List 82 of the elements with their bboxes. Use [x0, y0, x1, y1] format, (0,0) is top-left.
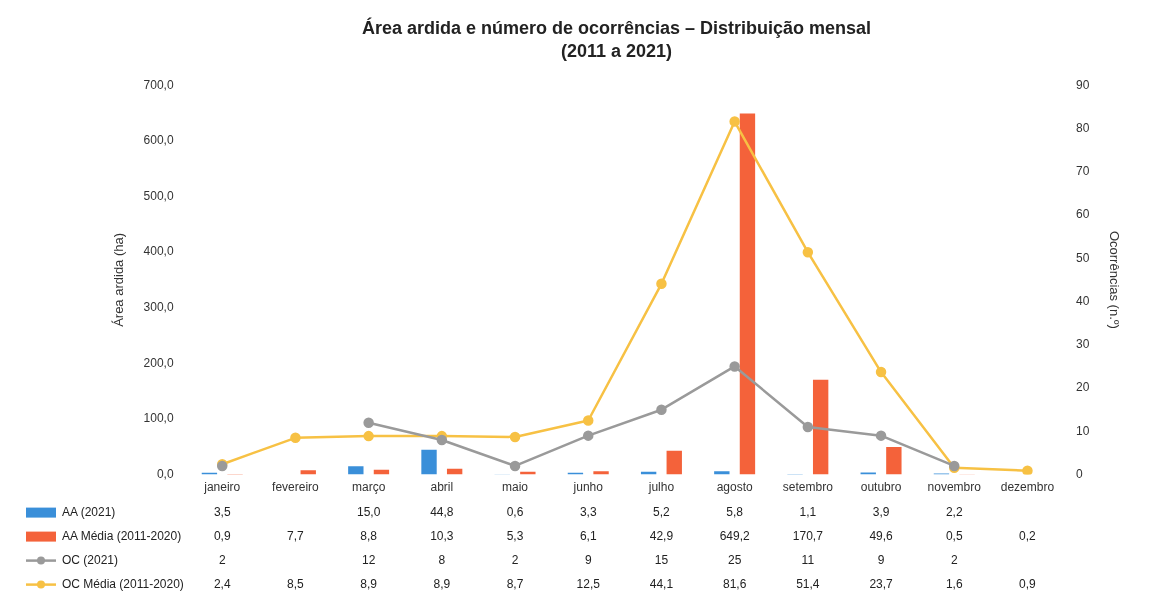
data-label: 44,8 — [430, 504, 454, 519]
data-label: 0,9 — [1019, 576, 1037, 591]
y2-tick-label: 10 — [1076, 423, 1090, 438]
data-label: 81,6 — [722, 576, 747, 591]
data-label: 7,7 — [287, 528, 305, 543]
chart-title: Área ardida e número de ocorrências – Distribuição mensal — [361, 16, 872, 38]
y2-tick-label: 20 — [1076, 380, 1090, 395]
data-label: 8,8 — [360, 528, 378, 543]
y2-tick-label: 40 — [1076, 293, 1090, 308]
y2-axis-title: Ocorrências (n.º) — [1106, 230, 1122, 329]
y2-tick-label: 50 — [1076, 250, 1090, 265]
x-tick-label: janeiro — [203, 480, 241, 495]
x-tick-label: setembro — [782, 480, 834, 495]
data-label: 9 — [584, 552, 592, 567]
y2-tick-label: 90 — [1076, 77, 1090, 92]
data-label: 8,9 — [433, 576, 451, 591]
x-tick-label: novembro — [927, 480, 982, 495]
data-label: 3,3 — [579, 504, 597, 519]
data-label: 12,5 — [576, 576, 601, 591]
y2-tick-label: 0 — [1076, 466, 1084, 481]
data-label: 649,2 — [719, 528, 750, 543]
x-tick-label: março — [351, 480, 386, 495]
data-label: 2 — [511, 552, 519, 567]
x-tick-label: agosto — [716, 480, 753, 495]
data-label: 3,5 — [213, 504, 231, 519]
data-label: 9 — [877, 552, 885, 567]
y-tick-label: 300,0 — [143, 300, 174, 315]
data-label: 8 — [438, 552, 446, 567]
data-label: 42,9 — [649, 528, 674, 543]
data-label: 0,6 — [506, 504, 524, 519]
data-label: 1,6 — [945, 576, 963, 591]
data-label: 2 — [218, 552, 226, 567]
data-label: 23,7 — [869, 576, 894, 591]
y-axis-title: Área ardida (ha) — [111, 232, 127, 327]
x-tick-label: fevereiro — [272, 480, 320, 495]
chart-subtitle: (2011 a 2021) — [560, 41, 673, 62]
y-tick-label: 400,0 — [143, 244, 174, 259]
y-tick-label: 500,0 — [143, 188, 174, 203]
data-label: 8,5 — [287, 576, 305, 591]
legend-label: AA (2021) — [62, 504, 116, 519]
x-tick-label: julho — [647, 480, 675, 495]
legend-label: OC (2021) — [62, 552, 119, 567]
data-label: 0,2 — [1019, 528, 1037, 543]
data-label: 15 — [654, 552, 669, 567]
data-label: 170,7 — [792, 528, 824, 543]
legend-label: AA Média (2011-2020) — [62, 528, 182, 543]
x-tick-label: abril — [430, 480, 454, 495]
data-label: 5,3 — [506, 528, 524, 543]
y-tick-label: 700,0 — [143, 77, 174, 92]
data-label: 44,1 — [649, 576, 674, 591]
data-label: 3,9 — [872, 504, 890, 519]
y-tick-label: 200,0 — [143, 355, 174, 370]
data-label: 25 — [727, 552, 742, 567]
data-label: 5,2 — [653, 504, 671, 519]
x-tick-label: outubro — [860, 480, 902, 495]
y2-tick-label: 30 — [1076, 337, 1090, 352]
data-label: 6,1 — [579, 528, 597, 543]
data-label: 11 — [801, 552, 815, 567]
data-label: 8,9 — [360, 576, 378, 591]
y-tick-label: 600,0 — [143, 133, 174, 148]
data-label: 12 — [361, 552, 376, 567]
data-label: 10,3 — [430, 528, 454, 543]
x-tick-label: dezembro — [1000, 480, 1055, 495]
y2-tick-label: 80 — [1076, 120, 1090, 135]
y-tick-label: 100,0 — [143, 411, 174, 426]
data-label: 51,4 — [796, 576, 820, 591]
y-tick-label: 0,0 — [156, 466, 174, 481]
data-label: 5,8 — [726, 504, 744, 519]
x-tick-label: junho — [572, 480, 604, 495]
data-label: 1,1 — [799, 504, 817, 519]
y2-tick-label: 70 — [1076, 164, 1090, 179]
y2-tick-label: 60 — [1076, 207, 1090, 222]
data-label: 2,2 — [945, 504, 963, 519]
legend-label: OC Média (2011-2020) — [62, 576, 184, 591]
data-label: 0,5 — [945, 528, 963, 543]
data-label: 2 — [950, 552, 958, 567]
data-label: 49,6 — [869, 528, 894, 543]
data-label: 15,0 — [356, 504, 381, 519]
data-label: 8,7 — [506, 576, 524, 591]
x-tick-label: maio — [502, 480, 529, 495]
data-label: 0,9 — [213, 528, 231, 543]
data-label: 2,4 — [213, 576, 231, 591]
